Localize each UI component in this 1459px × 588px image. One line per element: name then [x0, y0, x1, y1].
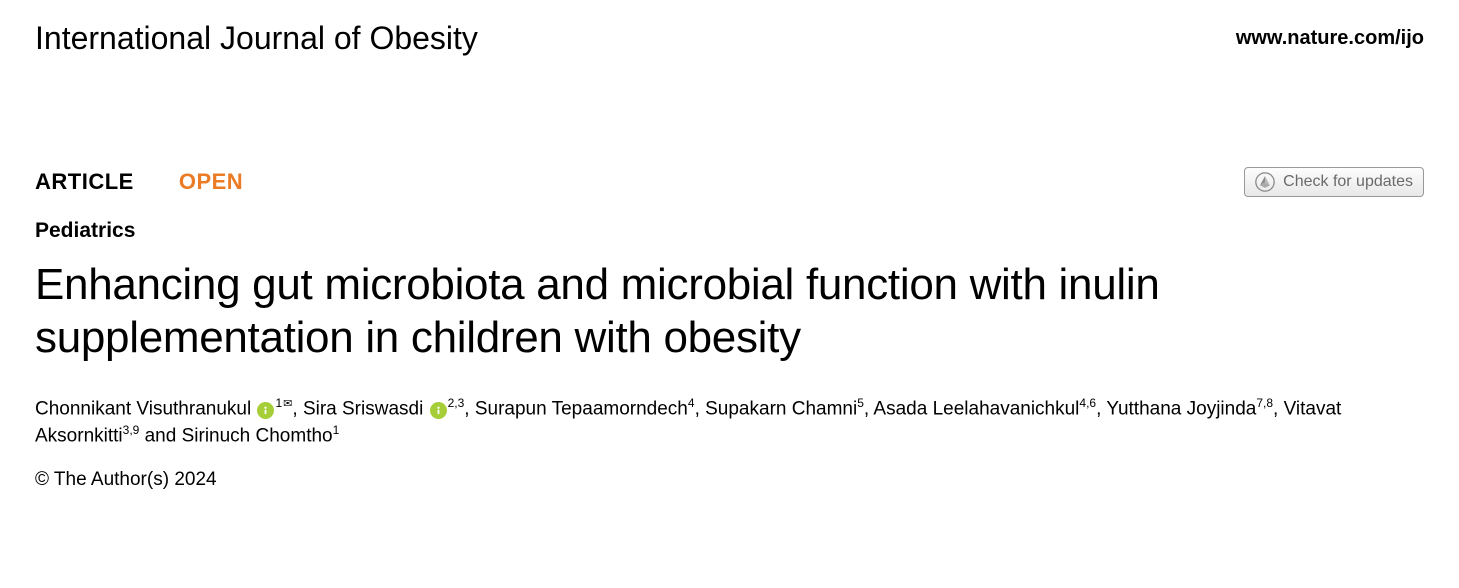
journal-url[interactable]: www.nature.com/ijo [1236, 27, 1424, 50]
check-for-updates-button[interactable]: Check for updates [1244, 167, 1424, 197]
article-category: Pediatrics [35, 219, 1424, 243]
open-access-label: OPEN [179, 169, 243, 195]
article-type-row: ARTICLE OPEN Check for updates [35, 167, 1424, 197]
orcid-icon[interactable] [257, 402, 274, 419]
author: Chonnikant Visuthranukul [35, 398, 251, 419]
crossmark-icon [1255, 172, 1275, 192]
authors-list: Chonnikant Visuthranukul 1✉, Sira Sriswa… [35, 395, 1424, 449]
author: Sira Sriswasdi [303, 398, 423, 419]
header-row: International Journal of Obesity www.nat… [35, 20, 1424, 57]
author-affiliation: 4,6 [1079, 396, 1096, 410]
article-title: Enhancing gut microbiota and microbial f… [35, 259, 1424, 365]
author-affiliation: 3,9 [123, 423, 140, 437]
author: Supakarn Chamni [705, 398, 857, 419]
article-label: ARTICLE [35, 169, 134, 195]
author-affiliation: 7,8 [1256, 396, 1273, 410]
check-for-updates-label: Check for updates [1283, 173, 1413, 191]
author-affiliation: 1 [333, 423, 340, 437]
author: Yutthana Joyjinda [1106, 398, 1256, 419]
author-affiliation: 1 [275, 396, 282, 410]
journal-name: International Journal of Obesity [35, 20, 478, 57]
author-affiliation: 5 [857, 396, 864, 410]
article-labels: ARTICLE OPEN [35, 169, 243, 195]
author-affiliation: 2,3 [448, 396, 465, 410]
author-affiliation: 4 [688, 396, 695, 410]
author: Asada Leelahavanichkul [873, 398, 1079, 419]
corresponding-author-icon[interactable]: ✉ [283, 397, 292, 412]
author: Sirinuch Chomtho [182, 425, 333, 446]
orcid-icon[interactable] [430, 402, 447, 419]
copyright-line: © The Author(s) 2024 [35, 469, 1424, 491]
author: Surapun Tepaamorndech [475, 398, 688, 419]
